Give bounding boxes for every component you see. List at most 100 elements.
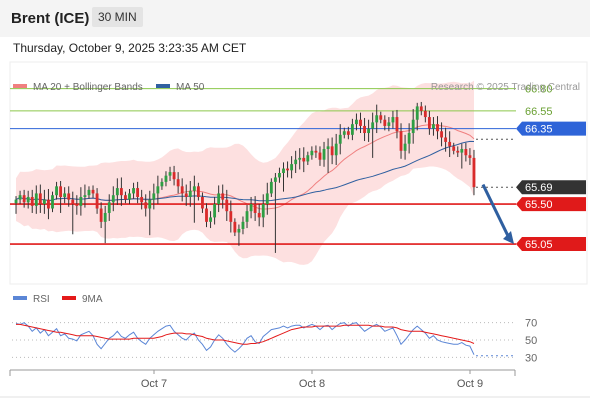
level-tag-66.35 [516,121,586,136]
candle-body [314,150,318,153]
price-panel-frame [9,61,588,285]
time-axis-labels: Oct 7 Oct 8 Oct 9 [141,370,483,390]
candle-body [432,124,435,129]
candle-body [407,133,411,144]
candle-body [184,193,188,197]
candle-body [395,117,399,132]
candle-body [34,193,38,206]
candle-body [51,195,54,209]
candle-body [460,149,464,153]
ma20-legend-swatch [13,84,27,88]
ma20-legend-label: MA 20 + Bollinger Bands [33,82,143,93]
candle-body [334,143,338,156]
candle-body [375,115,379,123]
candle-body [326,146,330,150]
rsi-tick-30: 30 [525,352,537,364]
candle-body [419,106,423,111]
candle-body [379,115,383,120]
level-label-66.80: 66.80 [525,84,553,96]
rsi-lines [15,322,516,357]
ma50-legend-label: MA 50 [176,82,205,93]
candle-body [26,196,30,203]
candle-body [63,193,67,197]
candle-body [201,196,204,209]
candle-body [411,119,415,134]
credit-text: Research © 2025 Trading Central [431,82,580,93]
level-tag-65.50 [516,197,586,212]
candle-body [55,186,58,196]
last-price-label: 65.69 [525,182,553,194]
rsi-tick-70: 70 [525,318,537,330]
candle-body [99,208,103,222]
rsi-tick-50: 50 [525,335,537,347]
candle-body [468,155,472,158]
candle-body [306,155,310,162]
candle-body [14,199,18,204]
candle-body [115,188,119,196]
candle-body [261,204,265,218]
candle-body [440,131,443,138]
candle-body [196,186,200,197]
candle-body [176,179,180,187]
rsi-legend-label: RSI [33,294,50,305]
level-tag-65.05 [516,237,586,252]
candle-body [213,204,217,218]
candle-body [253,204,257,213]
ma9-legend-label: 9MA [82,294,103,305]
candle-body [403,143,407,151]
bollinger-band-fill [16,80,474,265]
candle-body [42,199,46,205]
candle-body [75,204,79,206]
candle-body [229,211,233,222]
candle-body [192,186,196,191]
candle-body [83,195,87,197]
candle-body [164,175,168,182]
candle-body [128,193,131,200]
candle-body [282,168,285,173]
candle-body [38,193,42,205]
candle-body [156,186,160,194]
candle-body [148,199,152,209]
candle-body [91,189,95,194]
candle-body [79,196,83,206]
candle-body [233,221,237,233]
candle-body [265,193,269,205]
candle-body [444,137,448,142]
candle-body [103,212,107,222]
level-label-65.50: 65.50 [525,199,553,211]
candle-body [237,228,241,233]
candle-body [241,221,245,229]
candle-body [47,199,50,209]
header-bar: Brent (ICE) 30 MIN [0,0,590,37]
candle-body [18,195,22,200]
candle-body [322,149,326,160]
candle-body [168,172,172,176]
candle-body [188,190,192,197]
candle-body [310,150,314,156]
candle-body [427,117,431,129]
candle-body [342,131,346,135]
candle-body [350,124,354,135]
candle-body [298,157,302,160]
timeframe-selector[interactable]: 30 MIN [92,7,143,27]
candle-body [359,119,362,126]
candle-body [152,193,156,200]
candle-body [140,196,144,203]
candle-body [387,122,391,126]
candle-body [132,188,135,194]
candle-body [472,157,476,188]
candle-body [391,117,395,123]
candle-body [273,177,277,182]
candle-body [278,173,281,178]
rsi-grid: 70 50 30 [12,318,537,364]
candle-body [30,196,34,206]
candle-body [221,193,225,200]
rsi-legend-swatch [13,296,27,300]
candle-body [452,146,456,151]
candle-body [180,186,184,194]
candle-body [87,189,91,196]
candle-body [294,159,298,165]
candle-body [71,199,75,205]
candle-body [399,131,403,151]
